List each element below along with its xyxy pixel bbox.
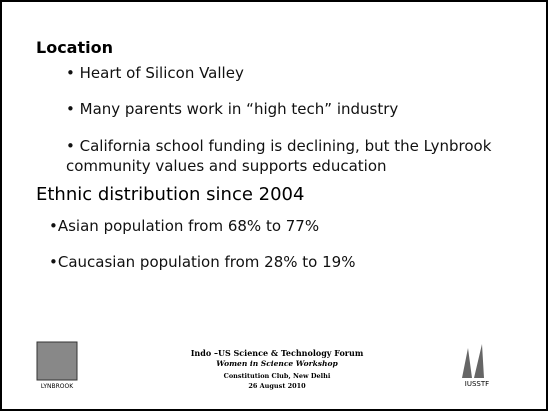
- lynbrook-logo: LYNBROOK: [36, 341, 78, 390]
- bullet-text: California school funding is declining, …: [66, 137, 492, 175]
- bullet: • California school funding is declining…: [66, 137, 492, 175]
- bullet: • Many parents work in “high tech” indus…: [66, 100, 399, 118]
- iusstf-logo: IUSSTF: [462, 344, 489, 388]
- footer-line: Women in Science Workshop: [216, 359, 338, 368]
- bullet: •Caucasian population from 28% to 19%: [49, 253, 356, 271]
- bullet-text: Heart of Silicon Valley: [79, 64, 244, 82]
- footer-line: 26 August 2010: [248, 382, 306, 390]
- bullet-text: Asian population from 68% to 77%: [57, 217, 320, 235]
- heading: Location: [36, 38, 113, 57]
- heading: Ethnic distribution since 2004: [36, 184, 305, 205]
- bullet-text: Many parents work in “high tech” industr…: [79, 100, 399, 118]
- logo-text: IUSSTF: [465, 380, 489, 388]
- footer-line: Indo –US Science & Technology Forum: [190, 348, 364, 358]
- bullet-text: Caucasian population from 28% to 19%: [57, 253, 356, 271]
- footer-line: Constitution Club, New Delhi: [223, 372, 331, 380]
- bullet: • Heart of Silicon Valley: [66, 64, 244, 82]
- bullet: •Asian population from 68% to 77%: [49, 217, 320, 235]
- logo-text: LYNBROOK: [41, 383, 74, 390]
